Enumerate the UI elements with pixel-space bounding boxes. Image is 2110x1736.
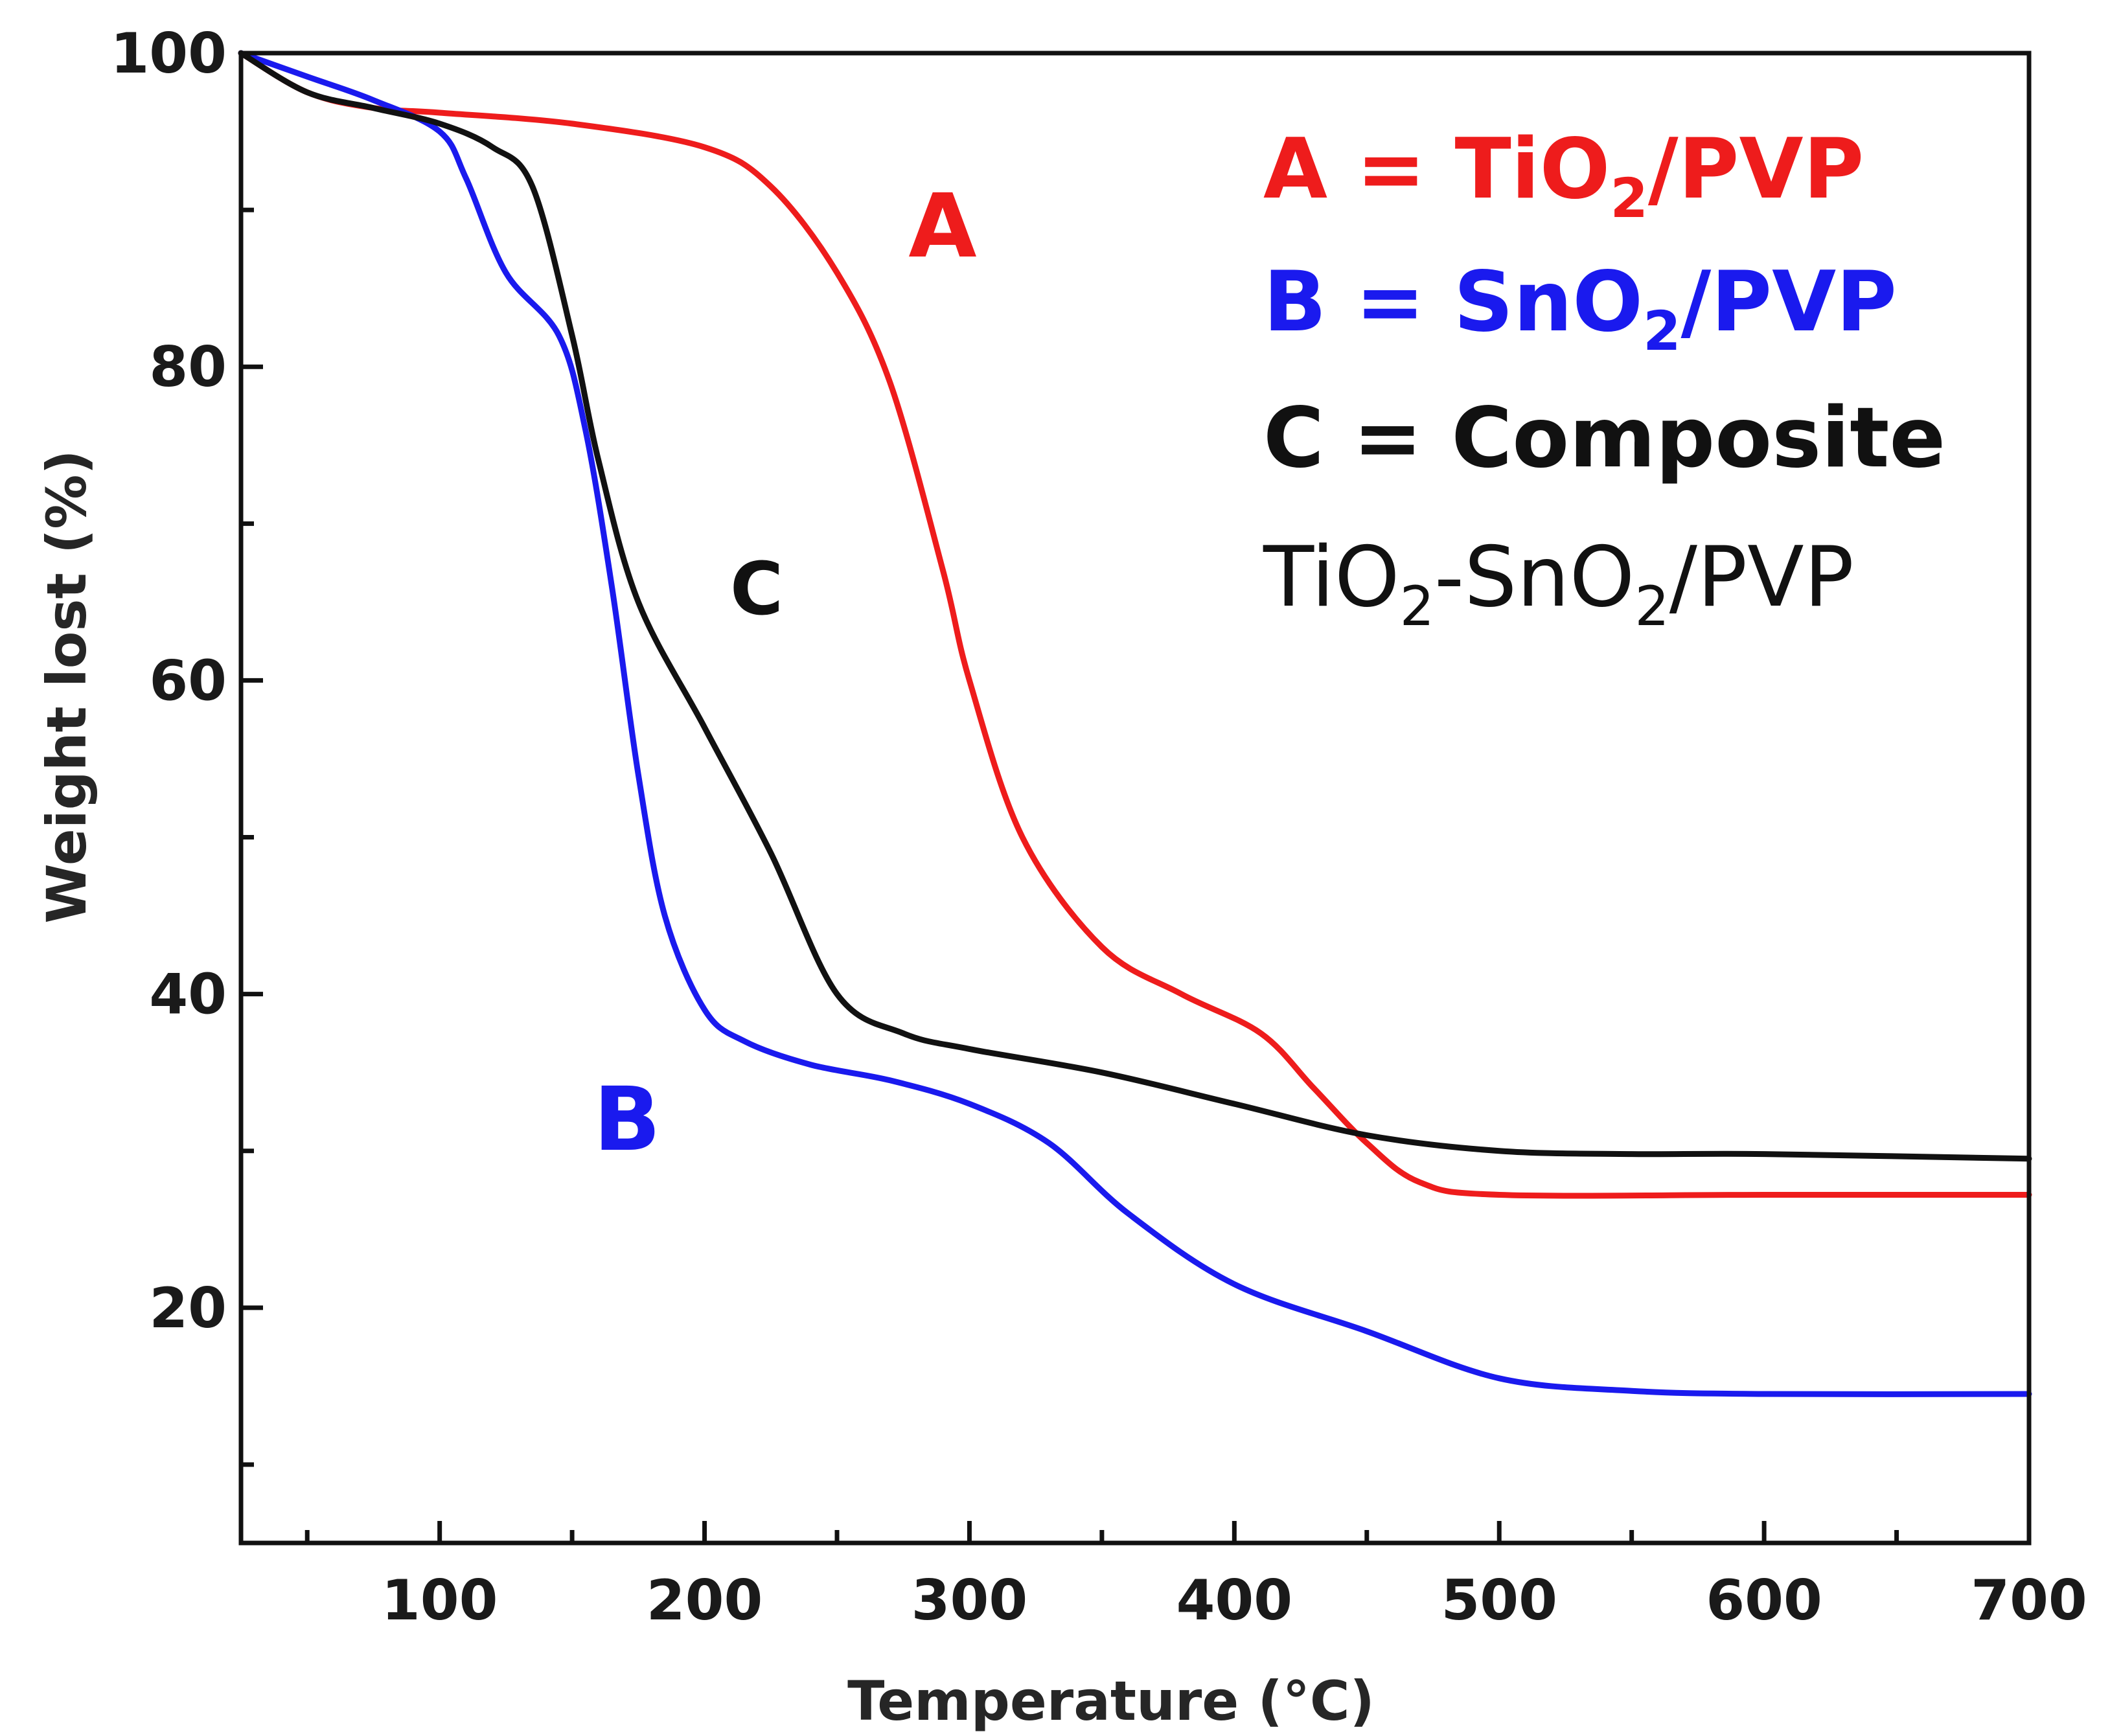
x-tick-label-300: 300	[912, 1568, 1028, 1633]
y-tick-label-80: 80	[149, 335, 227, 400]
curve-label-a: A	[908, 176, 976, 278]
curve-label-c: C	[730, 547, 783, 632]
ticks-layer: 100 200 300 400 500 600 700 20 40 60 80 100	[110, 21, 2087, 1633]
y-tick-label-20: 20	[149, 1276, 227, 1341]
series-line-c	[238, 50, 2032, 1162]
series-line-b	[238, 50, 2032, 1397]
x-tick-label-100: 100	[382, 1568, 498, 1633]
legend-entry-b: B = SnO2/PVP	[1263, 254, 1897, 363]
y-axis-label: Weight lost (%)	[35, 450, 98, 924]
legend-entry-c-formula: TiO2-SnO2/PVP	[1263, 529, 1854, 638]
x-tick-label-200: 200	[647, 1568, 763, 1633]
series-layer	[238, 50, 2032, 1397]
x-tick-label-600: 600	[1706, 1568, 1822, 1633]
x-tick-label-400: 400	[1176, 1568, 1293, 1633]
x-tick-label-700: 700	[1971, 1568, 2087, 1633]
curve-label-b: B	[593, 1069, 661, 1171]
y-tick-label-100: 100	[110, 21, 227, 86]
y-tick-label-40: 40	[149, 963, 227, 1027]
x-axis-label: Temperature (°C)	[847, 1669, 1375, 1733]
y-tick-label-60: 60	[149, 648, 227, 713]
legend-entry-a: A = TiO2/PVP	[1263, 121, 1864, 230]
legend: A = TiO2/PVP B = SnO2/PVP C = Composite …	[1263, 121, 1945, 638]
x-tick-label-500: 500	[1441, 1568, 1557, 1633]
series-line-a	[238, 50, 2032, 1199]
legend-entry-c: C = Composite	[1263, 390, 1945, 486]
plot-frame	[238, 51, 2032, 1546]
